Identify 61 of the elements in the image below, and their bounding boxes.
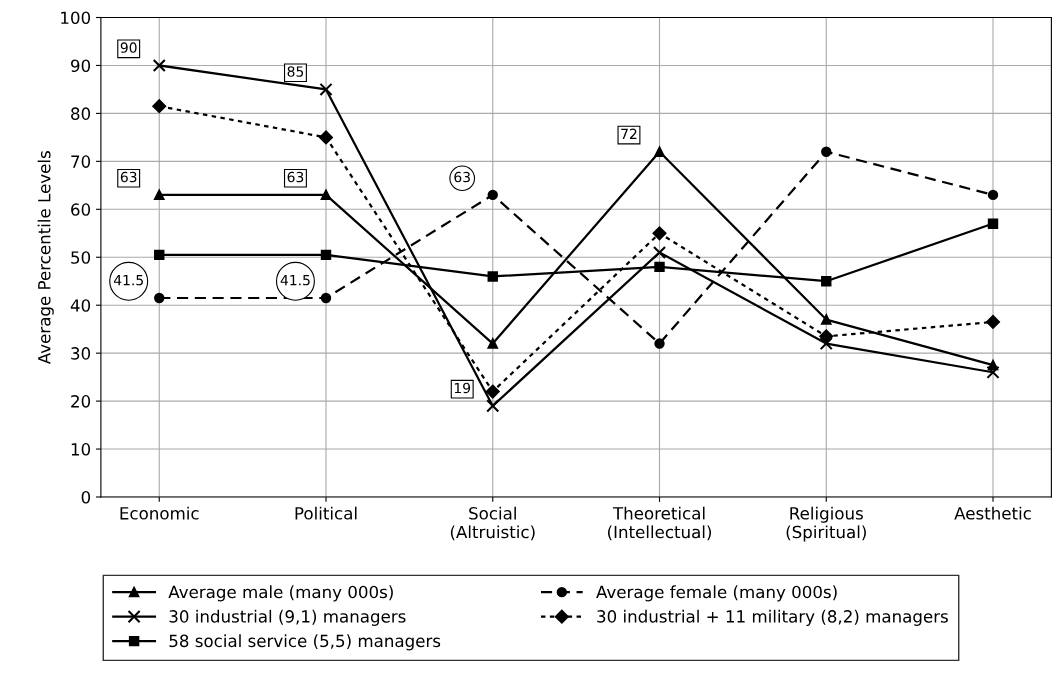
point — [486, 399, 500, 413]
point — [986, 365, 1000, 379]
y-tick-label: 40 — [70, 299, 91, 312]
point — [485, 384, 500, 399]
point — [487, 271, 498, 282]
data-label: 41.5 — [280, 275, 310, 286]
data-label: 63 — [454, 171, 470, 183]
data-label: 19 — [454, 382, 471, 394]
point — [821, 276, 832, 287]
point — [654, 146, 665, 157]
y-tick-label: 70 — [71, 155, 91, 168]
y-tick-label: 60 — [71, 203, 91, 216]
legend-label: Average female (many 000s) — [596, 585, 837, 602]
data-label: 63 — [287, 171, 304, 183]
y-tick-label: 20 — [71, 395, 91, 408]
y-tick-label: 80 — [71, 107, 91, 120]
x-tick-label: Social (Altruistic) — [450, 506, 535, 541]
point — [320, 292, 332, 304]
point — [320, 189, 332, 201]
point — [319, 130, 333, 145]
point — [154, 189, 165, 201]
point — [819, 329, 834, 344]
x-tick-label: Religious (Spiritual) — [786, 506, 866, 542]
x-tick-label: Economic — [120, 506, 199, 520]
y-tick-label: 50 — [71, 251, 91, 264]
point — [154, 292, 165, 304]
point — [654, 261, 665, 273]
x-tick-label: Aesthetic — [954, 506, 1031, 520]
y-tick-label: 0 — [81, 490, 91, 504]
x-tick-label: Political — [295, 506, 357, 520]
point — [987, 218, 999, 229]
y-tick-label: 100 — [61, 11, 91, 25]
point — [154, 249, 165, 261]
point — [652, 226, 667, 241]
point — [821, 314, 832, 325]
point — [819, 336, 833, 351]
point — [654, 338, 665, 349]
legend-label: 58 social service (5,5) managers — [169, 634, 441, 651]
x-tick-label: Theoretical (Intellectual) — [608, 506, 712, 541]
point — [320, 249, 332, 261]
point — [152, 99, 167, 114]
y-axis-title: Average Percentile Levels — [37, 151, 54, 365]
data-label: 90 — [120, 42, 137, 53]
point — [487, 338, 498, 349]
data-label: 63 — [120, 171, 137, 183]
legend-label: 30 industrial (9,1) managers — [169, 609, 406, 626]
y-tick-label: 90 — [71, 59, 91, 73]
legend-label: Average male (many 000s) — [168, 585, 393, 602]
data-label: 41.5 — [113, 275, 143, 286]
point — [319, 82, 333, 97]
y-tick-label: 10 — [71, 443, 91, 456]
point — [652, 245, 667, 260]
point — [821, 146, 832, 157]
point — [487, 189, 498, 201]
legend-label: 30 industrial + 11 military (8,2) managers — [597, 609, 948, 626]
y-tick-label: 30 — [71, 347, 91, 360]
point — [987, 189, 999, 201]
point — [986, 315, 1000, 329]
point — [152, 58, 166, 73]
data-label: 72 — [621, 128, 637, 139]
data-label: 85 — [287, 66, 304, 77]
